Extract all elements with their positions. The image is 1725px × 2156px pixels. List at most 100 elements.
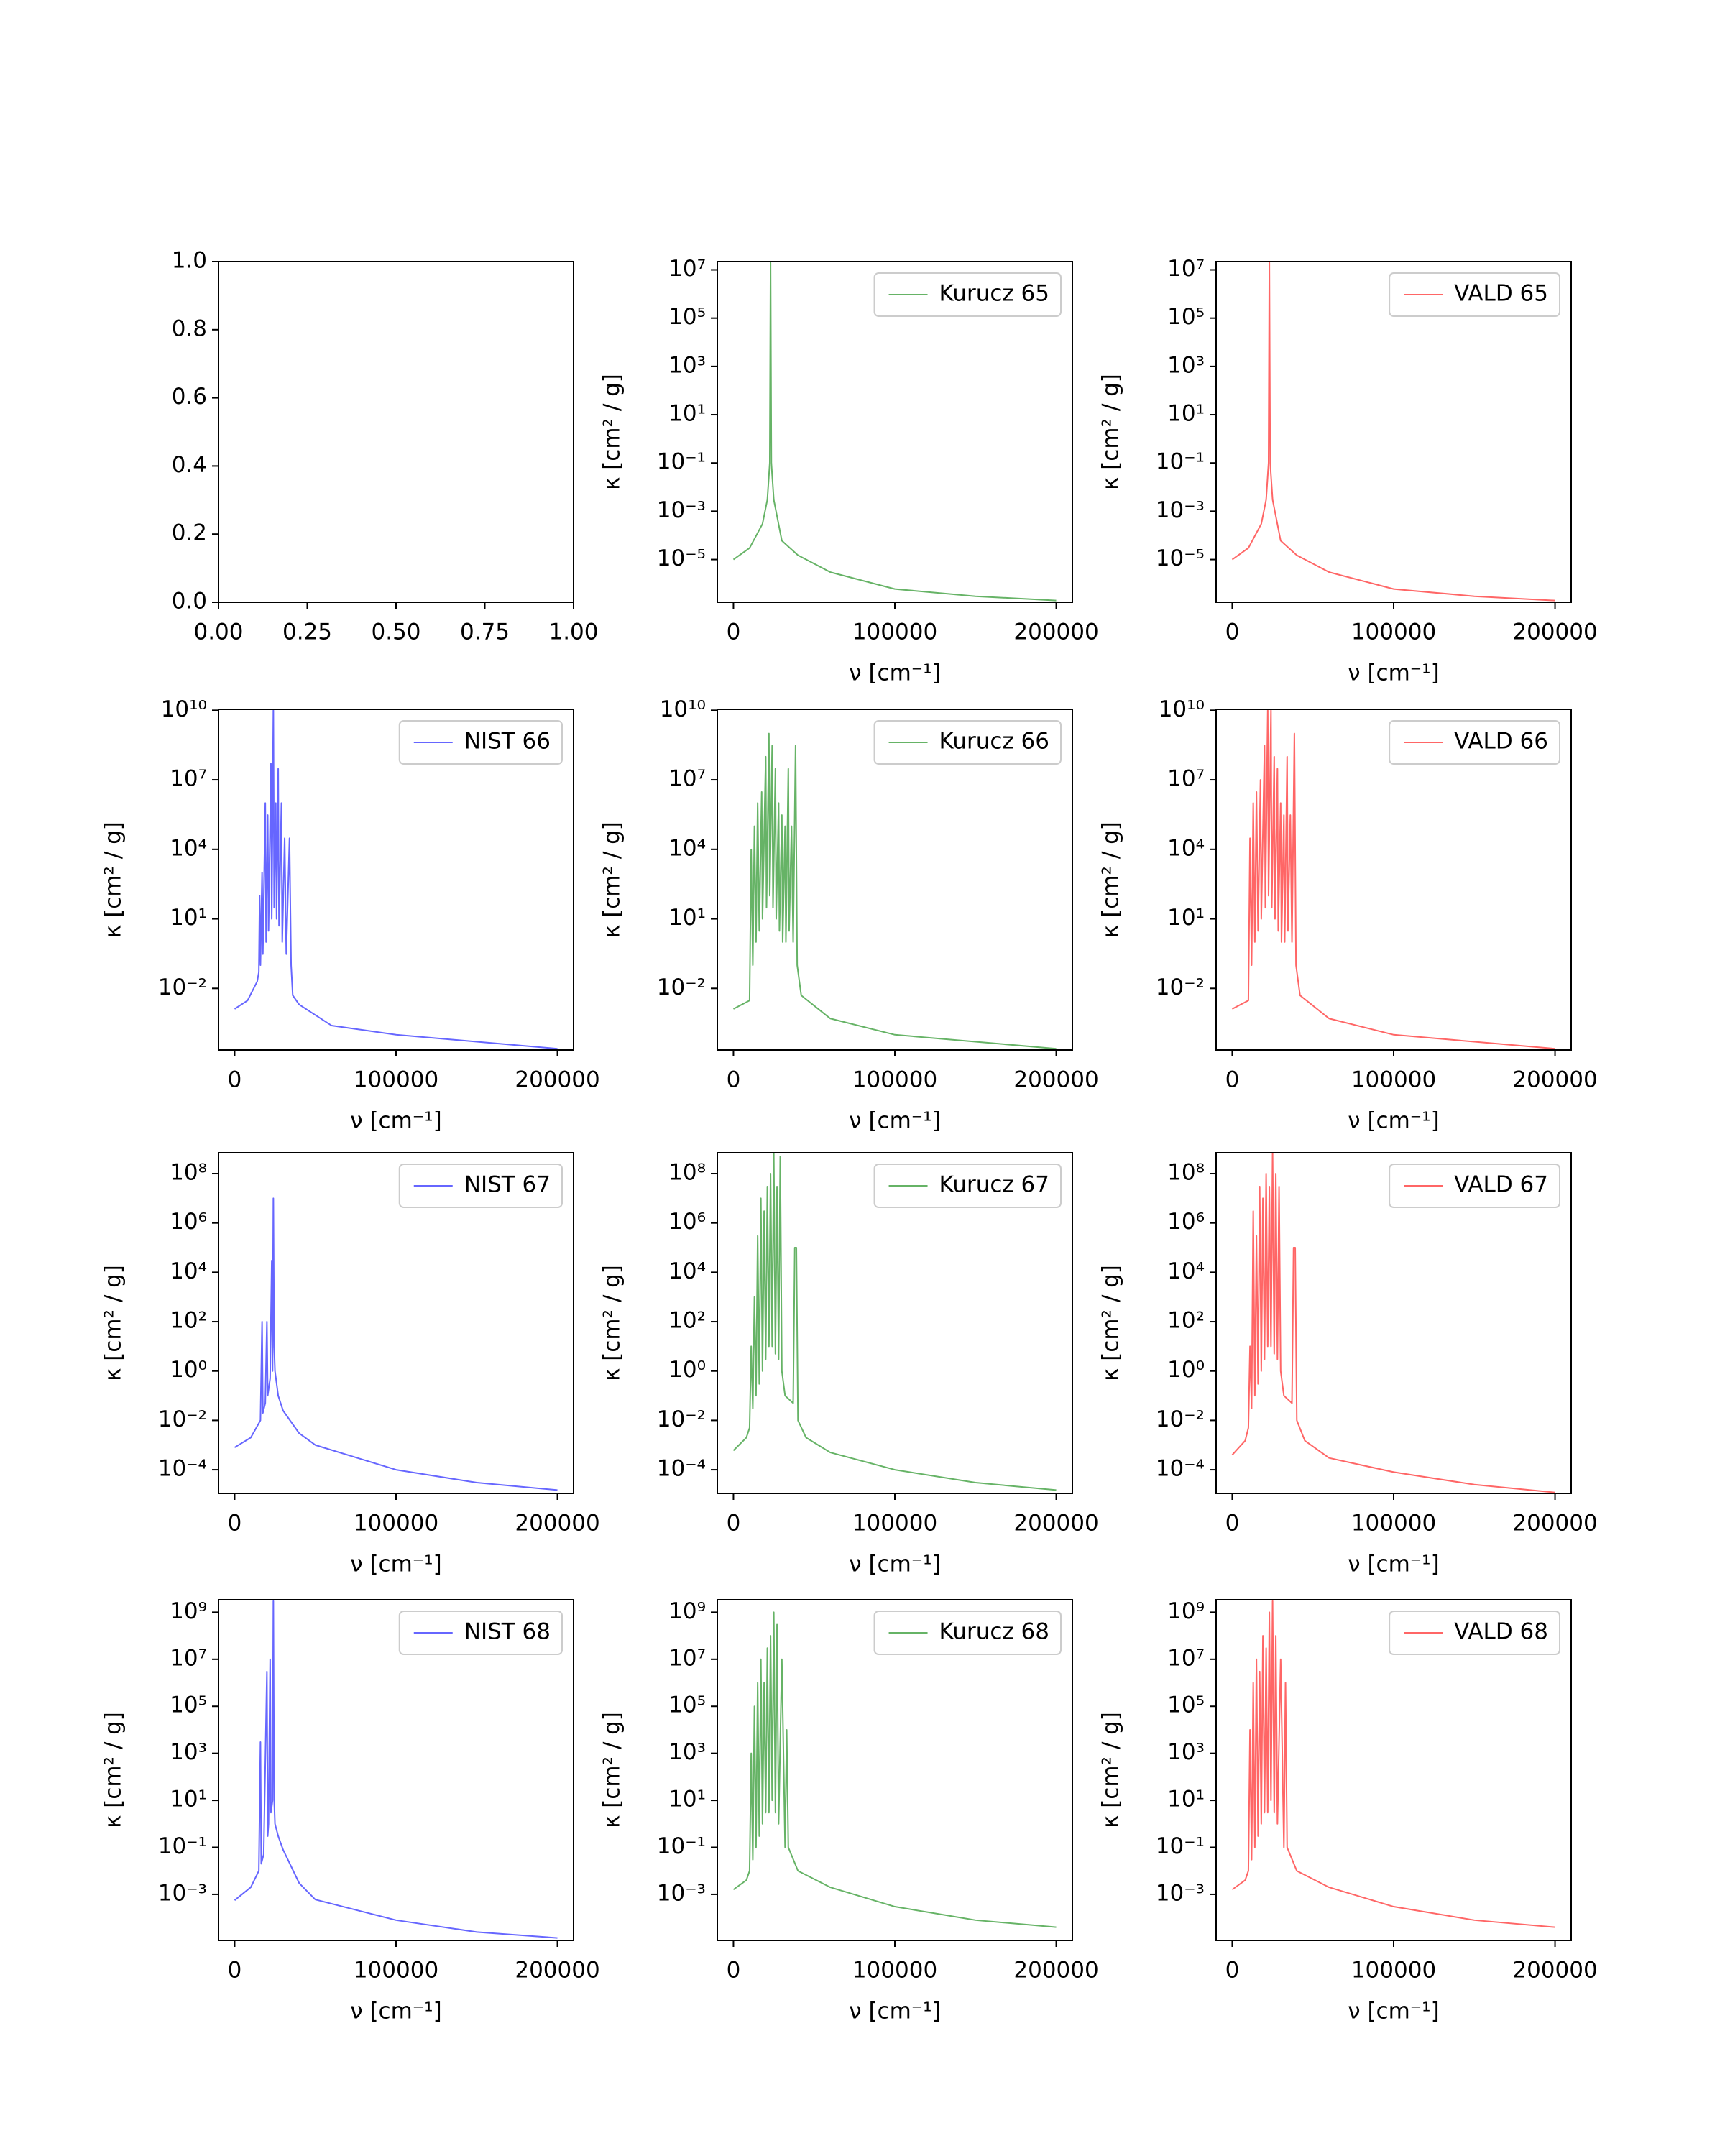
x-tick-label: 0 — [1225, 619, 1240, 645]
x-tick-label: 1.00 — [548, 619, 598, 645]
legend-box — [1389, 720, 1560, 765]
y-tick-label: 10⁻³ — [1156, 497, 1205, 523]
legend-label: Kurucz 66 — [939, 729, 1049, 755]
y-tick-label: 10⁻² — [158, 1406, 207, 1432]
y-tick-label: 10⁹ — [1167, 1598, 1205, 1624]
y-tick-label: 10⁶ — [170, 1209, 207, 1235]
y-tick-label: 10¹ — [170, 905, 207, 931]
y-axis-label: κ [cm² / g] — [101, 1712, 126, 1828]
x-tick-label: 0 — [1225, 1067, 1240, 1093]
data-line — [234, 1197, 558, 1491]
y-tick-label: 10⁰ — [668, 1357, 706, 1383]
y-tick-label: 10⁴ — [1167, 835, 1205, 861]
legend-box — [398, 1164, 563, 1208]
y-tick-label: 0.0 — [172, 589, 207, 614]
y-tick-label: 10⁴ — [668, 835, 706, 861]
y-tick-label: 10⁻⁴ — [1156, 1456, 1205, 1482]
y-tick-label: 10⁻¹ — [657, 1833, 706, 1859]
data-line — [1231, 1153, 1555, 1493]
legend: VALD 66 — [1389, 720, 1560, 765]
y-tick-label: 10⁻¹ — [1156, 1833, 1205, 1859]
x-tick-label: 0 — [1225, 1511, 1240, 1537]
legend: NIST 66 — [398, 720, 563, 765]
y-tick-label: 1.0 — [172, 248, 207, 274]
subplot: 0 100000 200000 10⁻⁴ 10⁻² 10⁰ 10² 10⁴ 10⁶ 10⁸ ν [c… — [1098, 1152, 1598, 1577]
legend: Kurucz 65 — [873, 272, 1062, 317]
legend: VALD 67 — [1389, 1164, 1560, 1208]
subplot: 0 100000 200000 10⁻² 10¹ 10⁴ 10⁷ 10¹⁰ ν [cm⁻¹] κ … — [1098, 696, 1598, 1134]
y-tick-label: 10⁻⁴ — [158, 1456, 207, 1482]
data-line — [732, 262, 1057, 602]
legend: VALD 65 — [1389, 272, 1560, 317]
y-tick-label: 0.2 — [172, 520, 207, 546]
x-tick-label: 100000 — [852, 1958, 937, 1984]
x-tick-label: 0 — [727, 1511, 741, 1537]
y-tick-label: 10³ — [1167, 1739, 1205, 1765]
x-tick-label: 200000 — [515, 1511, 599, 1537]
legend: NIST 67 — [398, 1164, 563, 1208]
y-tick-label: 10⁸ — [1167, 1160, 1205, 1186]
x-tick-label: 100000 — [354, 1067, 438, 1093]
subplot: 0 100000 200000 10⁻⁵ 10⁻³ 10⁻¹ 10¹ 10³ 10⁵ 10⁷ ν [… — [1098, 256, 1598, 686]
y-tick-label: 10⁷ — [668, 1645, 706, 1671]
y-axis-label: κ [cm² / g] — [1098, 821, 1124, 938]
x-axis-label: ν [cm⁻¹] — [849, 660, 940, 686]
y-tick-label: 10³ — [668, 1739, 706, 1765]
subplot: 0 100000 200000 10⁻² 10¹ 10⁴ 10⁷ 10¹⁰ ν [cm⁻¹] κ … — [101, 696, 600, 1134]
y-tick-label: 10⁷ — [668, 256, 706, 282]
x-tick-label: 100000 — [1351, 1958, 1436, 1984]
x-axis-label: ν [cm⁻¹] — [350, 1552, 441, 1577]
subplot: 0 100000 200000 10⁻³ 10⁻¹ 10¹ 10³ 10⁵ 10⁷ 10⁹ ν [c… — [599, 1598, 1099, 2024]
x-tick-label: 200000 — [1512, 619, 1597, 645]
y-tick-label: 10¹ — [1167, 1787, 1205, 1812]
y-tick-label: 10¹ — [170, 1787, 207, 1812]
data-line — [234, 1600, 558, 1939]
legend-box — [873, 1611, 1062, 1655]
subplot: 0 100000 200000 10⁻³ 10⁻¹ 10¹ 10³ 10⁵ 10⁷ 10⁹ ν [c… — [1098, 1598, 1598, 2024]
y-tick-label: 10⁵ — [170, 1692, 207, 1718]
y-tick-label: 10⁴ — [1167, 1258, 1205, 1284]
x-tick-label: 0.75 — [460, 619, 510, 645]
legend-label: Kurucz 68 — [939, 1619, 1049, 1645]
x-tick-label: 0.50 — [371, 619, 420, 645]
y-tick-label: 10⁻¹ — [1156, 449, 1205, 475]
x-tick-label: 0 — [228, 1511, 242, 1537]
y-axis-label: κ [cm² / g] — [1098, 374, 1124, 490]
y-tick-label: 10⁻³ — [158, 1880, 207, 1906]
legend-box — [873, 1164, 1062, 1208]
data-line — [234, 709, 558, 1050]
y-tick-label: 10⁵ — [668, 1692, 706, 1718]
data-line — [1231, 1600, 1555, 1928]
y-tick-label: 10¹ — [668, 905, 706, 931]
y-tick-label: 10¹ — [1167, 905, 1205, 931]
y-tick-label: 10² — [170, 1308, 207, 1334]
legend-box — [398, 1611, 563, 1655]
x-tick-label: 200000 — [515, 1958, 599, 1984]
y-axis-label: κ [cm² / g] — [1098, 1265, 1124, 1381]
y-tick-label: 10⁻³ — [657, 497, 706, 523]
y-axis-label: κ [cm² / g] — [101, 1265, 126, 1381]
legend-label: NIST 66 — [464, 729, 551, 755]
y-tick-label: 10⁻² — [657, 1406, 706, 1432]
y-axis-label: κ [cm² / g] — [599, 1712, 625, 1828]
y-tick-label: 10⁻⁵ — [657, 545, 706, 571]
legend-label: NIST 68 — [464, 1619, 551, 1645]
y-tick-label: 0.8 — [172, 315, 207, 341]
y-tick-label: 10⁹ — [170, 1598, 207, 1624]
y-tick-label: 10⁻² — [1156, 975, 1205, 1000]
subplot: 0 100000 200000 10⁻² 10¹ 10⁴ 10⁷ 10¹⁰ ν [cm⁻¹] κ … — [599, 696, 1099, 1134]
x-axis-label: ν [cm⁻¹] — [1348, 660, 1439, 686]
legend-label: VALD 67 — [1454, 1172, 1548, 1198]
x-tick-label: 200000 — [1013, 1067, 1098, 1093]
legend: Kurucz 66 — [873, 720, 1062, 765]
legend-box — [873, 272, 1062, 317]
data-line — [732, 1153, 1057, 1491]
subplot: 0 100000 200000 10⁻⁵ 10⁻³ 10⁻¹ 10¹ 10³ 10⁵ 10⁷ ν [… — [599, 256, 1099, 686]
x-tick-label: 0 — [727, 619, 741, 645]
y-tick-label: 10⁸ — [668, 1160, 706, 1186]
y-tick-label: 10⁻⁵ — [1156, 545, 1205, 571]
x-tick-label: 100000 — [852, 1511, 937, 1537]
legend-label: NIST 67 — [464, 1172, 551, 1198]
x-tick-label: 0.00 — [193, 619, 243, 645]
x-tick-label: 0 — [727, 1067, 741, 1093]
